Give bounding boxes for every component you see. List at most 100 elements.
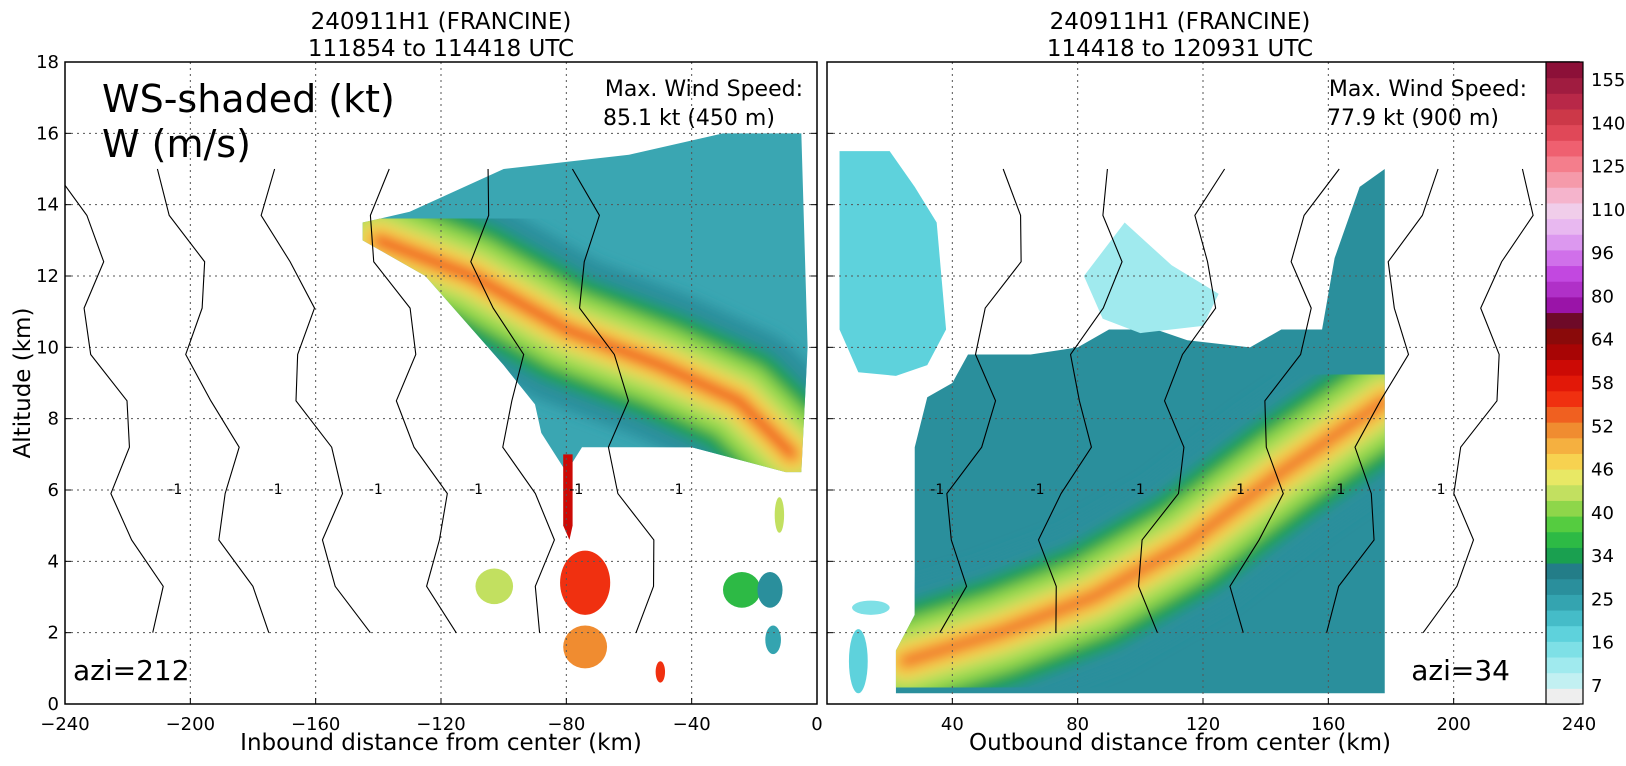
contour-label: -1 xyxy=(569,482,583,498)
echo-region-upper_mid xyxy=(1083,222,1219,334)
colorbar-swatch xyxy=(1546,359,1583,376)
echo-region-stalk xyxy=(563,454,573,540)
colorbar-tick-label: 140 xyxy=(1591,113,1625,134)
colorbar-swatch xyxy=(1546,62,1583,79)
echo-cell xyxy=(563,625,608,669)
contour-label: -1 xyxy=(269,482,283,498)
colorbar-tick-label: 125 xyxy=(1591,157,1625,178)
left-gridlines xyxy=(65,62,817,704)
left-ytick-label: 2 xyxy=(48,623,59,644)
w-contour xyxy=(1137,168,1226,633)
right-xtick-label: 80 xyxy=(1066,714,1089,735)
colorbar-swatch xyxy=(1546,469,1583,486)
wind-band xyxy=(373,235,797,459)
right-azimuth-label: azi=34 xyxy=(1411,654,1510,687)
right-wind-bands xyxy=(895,325,1385,694)
colorbar-swatch xyxy=(1546,484,1583,501)
colorbar-swatch xyxy=(1546,641,1583,658)
left-ytick-label: 12 xyxy=(36,266,59,287)
left-xlabel: Inbound distance from center (km) xyxy=(240,730,642,756)
w-contour xyxy=(260,168,371,633)
colorbar: 155 140 125 110 96 80 64 58 52 46 40 34 25 16 7 xyxy=(1545,61,1625,705)
wind-band xyxy=(900,396,1385,666)
contour-label: -1 xyxy=(1131,482,1145,498)
left-max-label-line1: Max. Wind Speed: xyxy=(605,77,803,102)
colorbar-swatch xyxy=(1546,343,1583,361)
right-max-label-line2: 77.9 kt (900 m) xyxy=(1327,106,1499,131)
left-contours: -1 -1 -1 -1 -1 -1 xyxy=(65,168,684,633)
colorbar-swatch xyxy=(1546,406,1583,423)
echo-cell xyxy=(848,629,868,694)
w-contour xyxy=(1037,168,1123,633)
colorbar-swatch xyxy=(1546,93,1583,110)
echo-cell xyxy=(723,572,761,608)
right-xtick-label: 240 xyxy=(1562,714,1596,735)
w-contour xyxy=(1326,168,1439,633)
colorbar-tick-label: 80 xyxy=(1591,286,1614,307)
colorbar-swatch xyxy=(1546,578,1583,595)
left-ytick-label: 4 xyxy=(48,551,59,572)
left-panel: 240911H1 (FRANCINE) 111854 to 114418 UTC… xyxy=(10,9,823,756)
colorbar-swatch xyxy=(1546,296,1583,314)
colorbar-swatch xyxy=(1546,437,1583,454)
echo-region-upper_left xyxy=(839,151,947,376)
w-contour xyxy=(65,184,164,633)
colorbar-swatch xyxy=(1546,281,1583,298)
right-xtick-label: 160 xyxy=(1311,714,1345,735)
colorbar-swatch xyxy=(1546,218,1583,235)
right-xtick-label: 120 xyxy=(1186,714,1220,735)
left-xtick-label: −40 xyxy=(673,714,711,735)
contour-label: -1 xyxy=(1432,482,1446,498)
colorbar-tick-label: 46 xyxy=(1591,460,1614,481)
colorbar-tick-label: 64 xyxy=(1591,330,1614,351)
colorbar-swatch xyxy=(1546,390,1583,407)
right-xtick-label: 40 xyxy=(941,714,964,735)
left-title-line2: 111854 to 114418 UTC xyxy=(308,36,574,62)
colorbar-tick-label: 58 xyxy=(1591,373,1614,394)
w-contour xyxy=(156,168,270,633)
left-axis-ticks: −240 −200 −160 −120 −80 −40 0 0 2 4 6 8 10 12 14 16 18 xyxy=(36,52,823,735)
colorbar-swatch xyxy=(1546,688,1583,705)
echo-cell xyxy=(475,568,514,605)
left-xtick-label: −120 xyxy=(416,714,465,735)
left-max-label-line2: 85.1 kt (450 m) xyxy=(603,106,775,131)
left-echo-field xyxy=(362,133,808,683)
contour-label: -1 xyxy=(469,482,483,498)
right-xtick-label: 200 xyxy=(1436,714,1470,735)
echo-cell xyxy=(774,497,785,533)
colorbar-tick-label: 52 xyxy=(1591,416,1614,437)
colorbar-tick-label: 7 xyxy=(1591,676,1602,697)
colorbar-swatches xyxy=(1546,62,1583,705)
colorbar-swatch xyxy=(1546,516,1583,533)
colorbar-tick-label: 25 xyxy=(1591,589,1614,610)
colorbar-tick-label: 96 xyxy=(1591,243,1614,264)
left-ytick-label: 6 xyxy=(48,480,59,501)
colorbar-swatch xyxy=(1546,77,1583,94)
left-title-line1: 240911H1 (FRANCINE) xyxy=(311,9,572,35)
contour-label: -1 xyxy=(1331,482,1345,498)
colorbar-frame xyxy=(1545,61,1584,705)
left-xtick-label: −240 xyxy=(40,714,89,735)
colorbar-swatch xyxy=(1546,234,1583,251)
echo-cell xyxy=(765,625,781,655)
w-contour xyxy=(369,168,457,633)
w-contour xyxy=(1229,168,1340,633)
left-ytick-label: 0 xyxy=(48,694,59,715)
colorbar-swatch xyxy=(1546,155,1583,173)
w-contour xyxy=(470,168,555,633)
colorbar-swatch xyxy=(1546,202,1583,220)
colorbar-swatch xyxy=(1546,531,1583,548)
right-panel: 240911H1 (FRANCINE) 114418 to 120931 UTC… xyxy=(826,9,1596,756)
right-title-line1: 240911H1 (FRANCINE) xyxy=(1050,9,1311,35)
echo-cell xyxy=(560,550,611,615)
colorbar-swatch xyxy=(1546,249,1583,267)
colorbar-swatch xyxy=(1546,108,1583,126)
left-xtick-label: 0 xyxy=(811,714,822,735)
right-contours: -1 -1 -1 -1 -1 -1 xyxy=(930,168,1534,633)
colorbar-swatch xyxy=(1546,187,1583,204)
colorbar-labels: 155 140 125 110 96 80 64 58 52 46 40 34 25 16 7 xyxy=(1591,70,1625,697)
left-ytick-label: 10 xyxy=(36,337,59,358)
left-ytick-label: 16 xyxy=(36,123,59,144)
colorbar-swatch xyxy=(1546,140,1583,157)
